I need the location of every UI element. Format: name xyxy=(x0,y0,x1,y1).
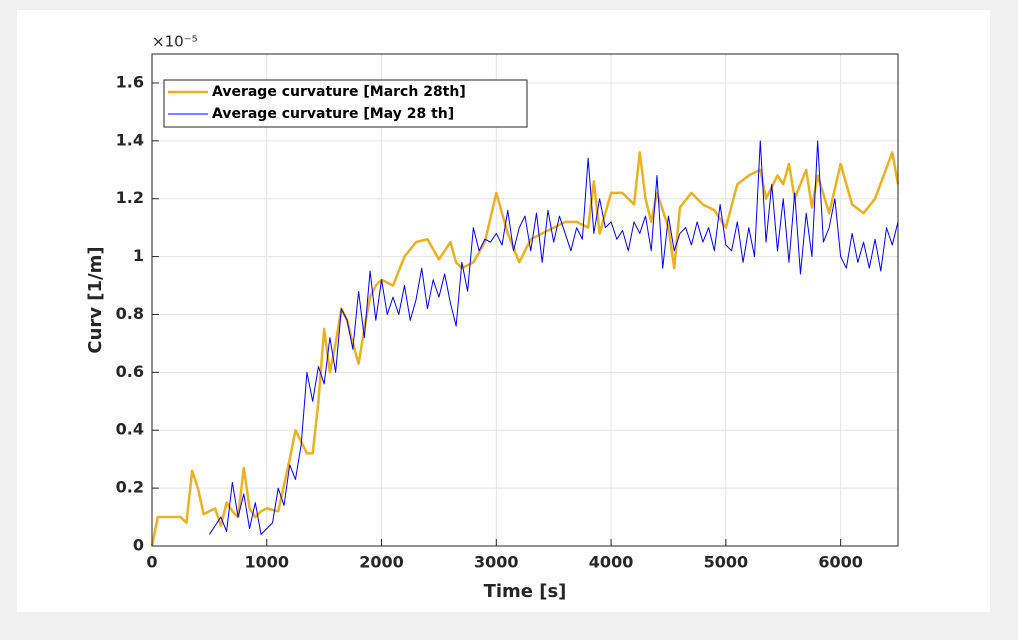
y-tick-label: 0.4 xyxy=(116,420,144,439)
legend-label: Average curvature [May 28 th] xyxy=(212,106,454,122)
x-tick-label: 1000 xyxy=(245,553,290,572)
x-axis-label: Time [s] xyxy=(484,581,567,602)
y-tick-label: 1.6 xyxy=(116,72,144,91)
x-tick-label: 6000 xyxy=(818,553,863,572)
x-tick-label: 5000 xyxy=(704,553,749,572)
axes-box xyxy=(151,53,899,547)
y-tick-label: 0.8 xyxy=(116,304,144,323)
y-tick-label: 0.6 xyxy=(116,362,144,381)
y-tick-label: 1 xyxy=(133,246,144,265)
x-tick-label: 3000 xyxy=(474,553,519,572)
legend-box xyxy=(163,79,528,128)
data-line xyxy=(150,151,900,547)
y-axis-label: Curv [1/m] xyxy=(85,246,106,353)
plot-area xyxy=(152,54,898,546)
y-multiplier: ×10⁻⁵ xyxy=(152,33,198,51)
y-tick-label: 1.2 xyxy=(116,188,144,207)
y-tick-label: 0 xyxy=(133,536,144,555)
y-tick-label: 1.4 xyxy=(116,130,144,149)
data-line xyxy=(208,140,899,535)
x-tick-label: 0 xyxy=(146,553,157,572)
legend-label: Average curvature [March 28th] xyxy=(212,84,466,100)
y-tick-label: 0.2 xyxy=(116,478,144,497)
x-tick-label: 2000 xyxy=(359,553,404,572)
x-tick-label: 4000 xyxy=(589,553,634,572)
